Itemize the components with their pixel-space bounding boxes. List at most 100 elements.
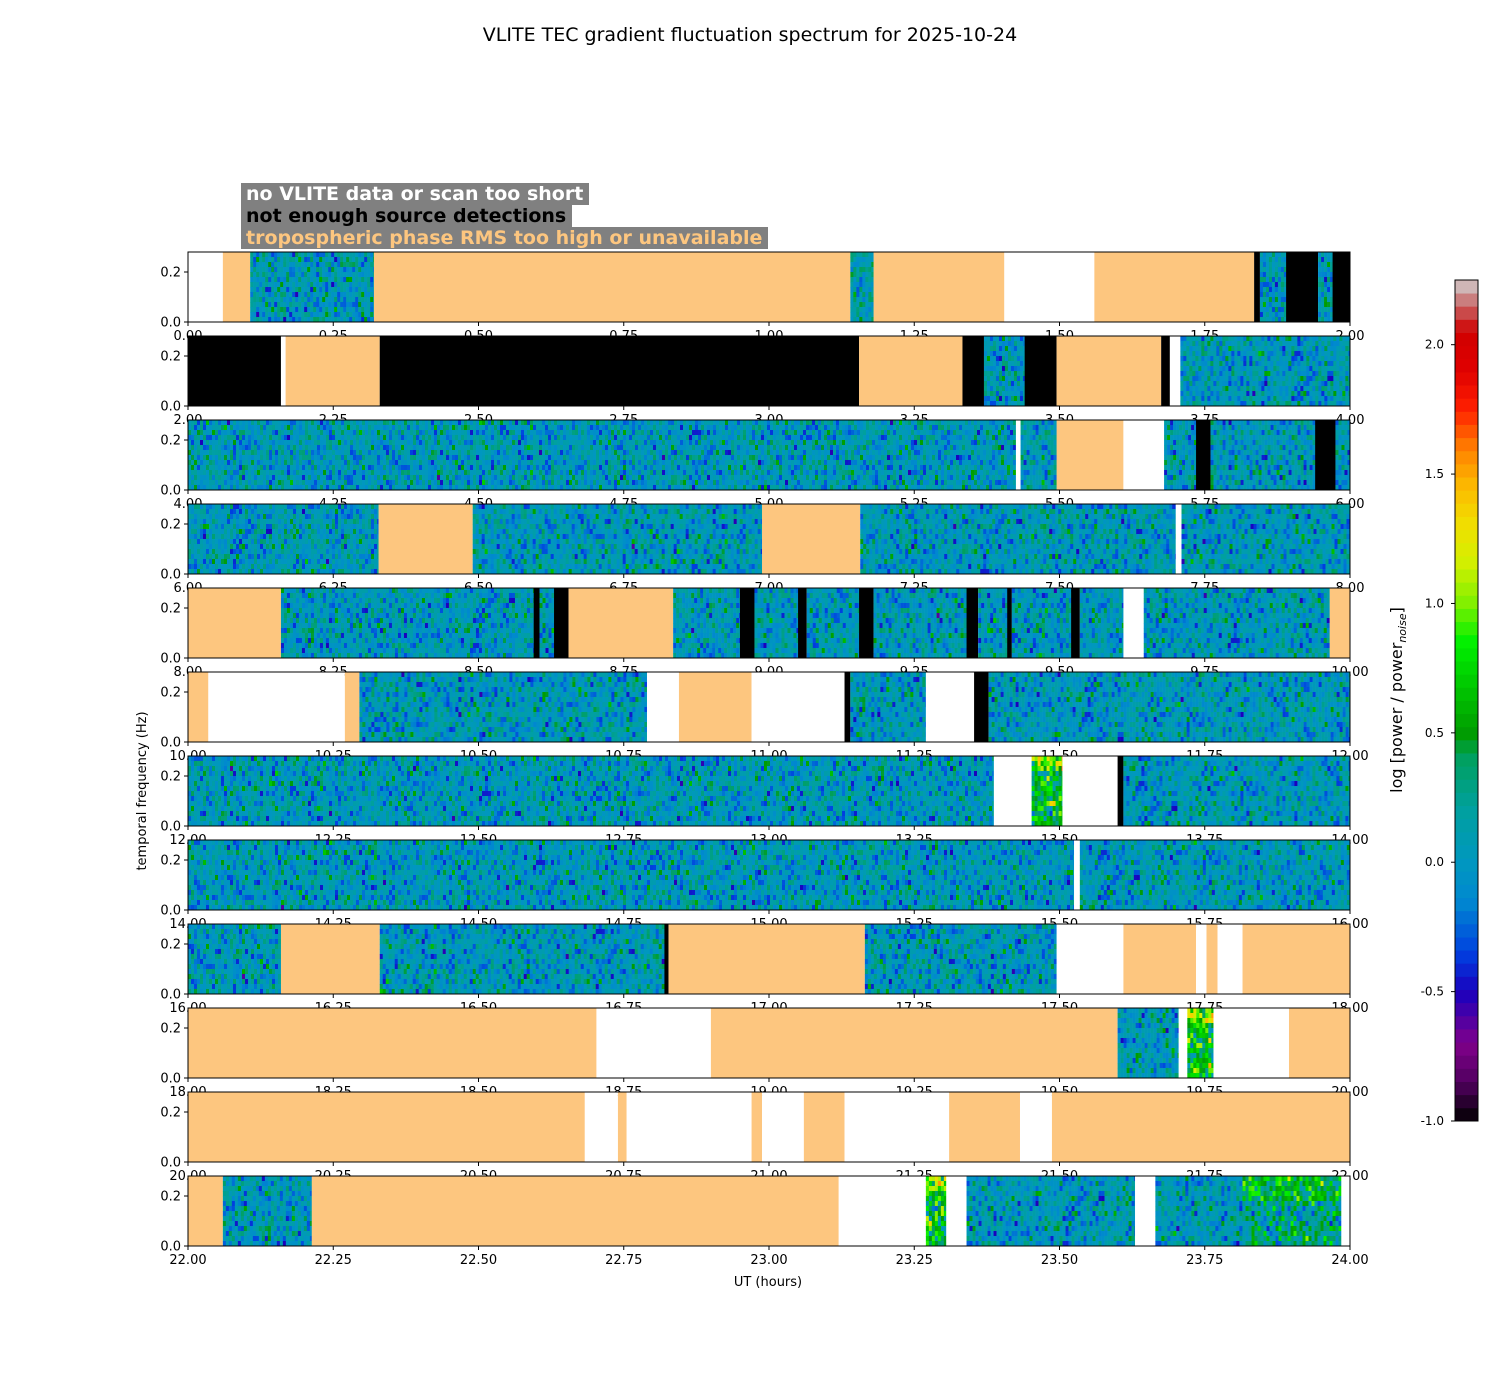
heatmap-cell [458,475,462,481]
heatmap-cell [620,465,624,471]
heatmap-cell [407,455,411,461]
heatmap-cell [1339,346,1343,352]
heatmap-cell [263,440,267,446]
heatmap-cell [989,356,994,362]
heatmap-cell [1207,371,1211,377]
heatmap-cell [323,430,327,436]
heatmap-cell [419,465,423,471]
heatmap-cell [671,475,675,481]
heatmap-cell [349,282,353,288]
heatmap-cell [581,440,585,446]
heatmap-cell [1180,341,1184,347]
heatmap-cell [548,475,552,481]
heatmap-cell [370,307,374,313]
heatmap-cell [274,272,278,278]
heatmap-cell [343,267,347,273]
heatmap-cell [307,272,311,278]
segment-tropo [1094,252,1255,322]
heatmap-cell [353,450,357,456]
heatmap-cell [824,475,828,481]
heatmap-cell [599,445,603,451]
heatmap-cell [767,485,771,491]
heatmap-cell [506,485,510,491]
heatmap-cell [425,460,429,466]
heatmap-cell [272,480,276,486]
heatmap-cell [824,430,828,436]
heatmap-cell [224,430,228,436]
heatmap-cell [626,445,630,451]
heatmap-cell [343,287,347,293]
heatmap-cell [665,430,669,436]
heatmap-cell [446,445,450,451]
heatmap-cell [428,425,432,431]
heatmap-cell [629,445,633,451]
heatmap-cell [425,470,429,476]
heatmap-cell [341,425,345,431]
heatmap-cell [719,455,723,461]
heatmap-cell [284,435,288,441]
heatmap-cell [617,485,621,491]
heatmap-cell [557,465,561,471]
heatmap-cell [365,430,369,436]
heatmap-cell [740,420,744,426]
heatmap-cell [272,420,276,426]
heatmap-cell [518,470,522,476]
heatmap-cell [265,297,269,303]
heatmap-cell [389,475,393,481]
heatmap-cell [368,435,372,441]
heatmap-cell [806,485,810,491]
heatmap-cell [1330,376,1334,382]
heatmap-cell [188,430,192,436]
heatmap-cell [1249,341,1253,347]
heatmap-cell [334,297,338,303]
heatmap-cell [404,485,408,491]
heatmap-cell [1268,287,1273,293]
heatmap-cell [280,252,284,258]
heatmap-cell [803,470,807,476]
heatmap-cell [554,460,558,466]
heatmap-cell [359,455,363,461]
heatmap-cell [494,430,498,436]
heatmap-cell [422,430,426,436]
heatmap-cell [230,420,234,426]
heatmap-cell [500,450,504,456]
heatmap-cell [497,480,501,486]
heatmap-cell [197,465,201,471]
heatmap-cell [286,277,290,283]
heatmap-cell [470,475,474,481]
heatmap-cell [767,480,771,486]
heatmap-cell [758,440,762,446]
heatmap-cell [695,480,699,486]
heatmap-cell [638,470,642,476]
heatmap-cell [298,307,302,313]
heatmap-cell [983,366,988,372]
heatmap-cell [353,460,357,466]
heatmap-cell [865,282,869,288]
heatmap-cell [304,277,308,283]
heatmap-cell [377,455,381,461]
heatmap-cell [1249,371,1253,377]
heatmap-cell [452,485,456,491]
heatmap-cell [353,455,357,461]
heatmap-cell [281,460,285,466]
heatmap-cell [1010,336,1015,342]
heatmap-cell [410,440,414,446]
heatmap-cell [218,440,222,446]
heatmap-cell [716,430,720,436]
heatmap-cell [1306,361,1310,367]
heatmap-cell [464,455,468,461]
heatmap-cell [833,485,837,491]
heatmap-cell [656,465,660,471]
heatmap-cell [239,460,243,466]
heatmap-cell [1264,351,1268,357]
heatmap-cell [1315,371,1319,377]
heatmap-cell [833,435,837,441]
heatmap-cell [671,440,675,446]
heatmap-cell [422,475,426,481]
heatmap-cell [1333,396,1337,402]
heatmap-cell [373,312,375,318]
heatmap-cell [859,292,863,298]
heatmap-cell [740,455,744,461]
heatmap-cell [545,485,549,491]
heatmap-cell [262,272,266,278]
